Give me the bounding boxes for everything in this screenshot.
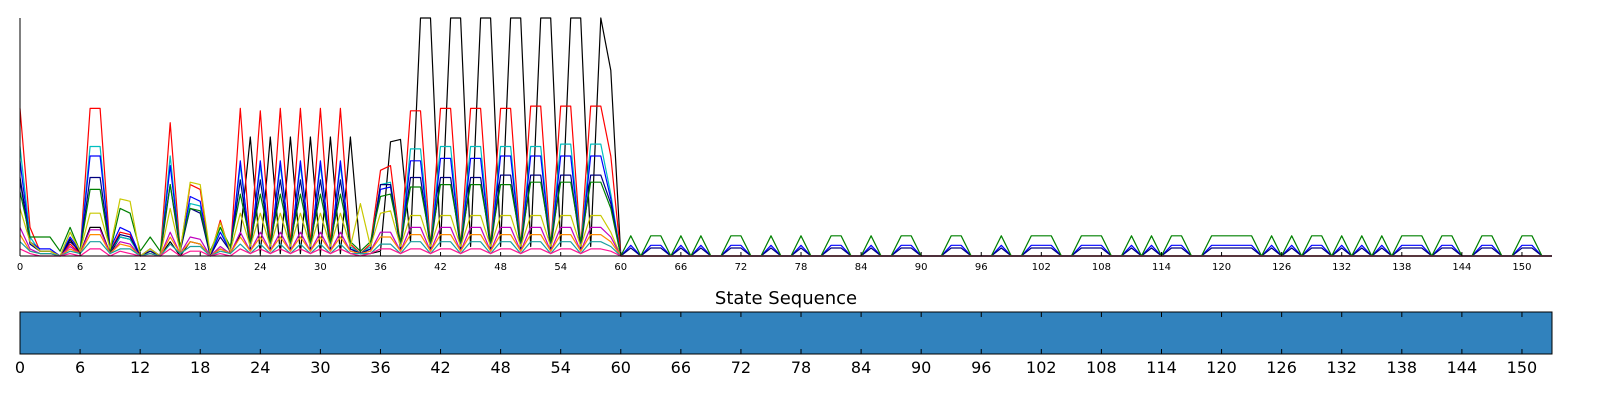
x-tick-label: 36 [374,262,387,273]
x-tick-label: 72 [735,262,748,273]
state-tick-label: 36 [370,358,390,377]
state-sequence-chart: State Sequence 0 6 12 18 24 30 36 42 48 54 60 66 72 7… [15,288,1553,377]
x-tick-label: 150 [1512,262,1531,273]
state-tick-label: 96 [971,358,991,377]
line-series-7 [19,181,1552,257]
state-tick-label: 42 [430,358,450,377]
line-series-group [19,17,1552,257]
state-tick-label: 78 [791,358,811,377]
x-tick-label: 90 [915,262,928,273]
x-tick-label: 96 [975,262,988,273]
state-tick-label: 126 [1266,358,1297,377]
state-tick-label: 84 [851,358,871,377]
x-tick-label: 102 [1032,262,1051,273]
x-tick-label: 126 [1272,262,1291,273]
line-series-9 [19,234,1552,257]
x-tick-label: 114 [1152,262,1171,273]
x-tick-label: 30 [314,262,327,273]
x-tick-label: 108 [1092,262,1111,273]
x-tick-label: 60 [614,262,627,273]
state-bar-frame [19,311,1553,355]
state-block-group [20,312,1552,354]
x-tick-label: 132 [1332,262,1351,273]
x-tick-label: 48 [494,262,507,273]
x-tick-label: 24 [254,262,267,273]
state-tick-label: 18 [190,358,210,377]
state-tick-group: 0 6 12 18 24 30 36 42 48 54 60 66 72 78 84 90 96 102 108 11… [15,312,1537,377]
state-tick-label: 90 [911,358,931,377]
state-tick-label: 0 [15,358,25,377]
x-tick-label: 12 [134,262,147,273]
x-tick-label: 78 [795,262,808,273]
x-tick-label: 42 [434,262,447,273]
x-tick-label: 0 [17,262,23,273]
state-tick-label: 54 [551,358,571,377]
state-tick-label: 12 [130,358,150,377]
state-tick-label: 138 [1387,358,1418,377]
state-tick-label: 24 [250,358,270,377]
state-tick-label: 150 [1507,358,1538,377]
line-series-10 [19,241,1552,257]
state-tick-label: 66 [671,358,691,377]
x-tick-label: 6 [77,262,83,273]
x-tick-label: 120 [1212,262,1231,273]
x-tick-label: 54 [554,262,567,273]
x-tick-label: 18 [194,262,207,273]
state-tick-label: 120 [1206,358,1237,377]
line-series-11 [19,248,1552,257]
state-tick-label: 30 [310,358,330,377]
line-chart: 0 6 12 18 24 30 36 42 48 54 60 66 72 78 84 90 96 102 108 11… [17,17,1552,273]
state-tick-label: 72 [731,358,751,377]
x-tick-label: 84 [855,262,868,273]
state-tick-label: 48 [490,358,510,377]
x-tick-label: 66 [674,262,687,273]
state-block [20,312,1552,354]
state-tick-label: 102 [1026,358,1057,377]
state-tick-label: 114 [1146,358,1177,377]
state-tick-label: 132 [1326,358,1357,377]
line-series-8 [19,226,1552,257]
state-tick-label: 144 [1447,358,1478,377]
chart-title: State Sequence [715,288,857,309]
line-series-1 [19,17,1552,257]
line-series-2 [19,105,1552,257]
x-tick-label: 138 [1392,262,1411,273]
state-tick-label: 60 [611,358,631,377]
state-tick-label: 108 [1086,358,1117,377]
x-tick-group: 0 6 12 18 24 30 36 42 48 54 60 66 72 78 84 90 96 102 108 11… [17,252,1532,273]
state-tick-label: 6 [75,358,85,377]
x-tick-label: 144 [1452,262,1471,273]
